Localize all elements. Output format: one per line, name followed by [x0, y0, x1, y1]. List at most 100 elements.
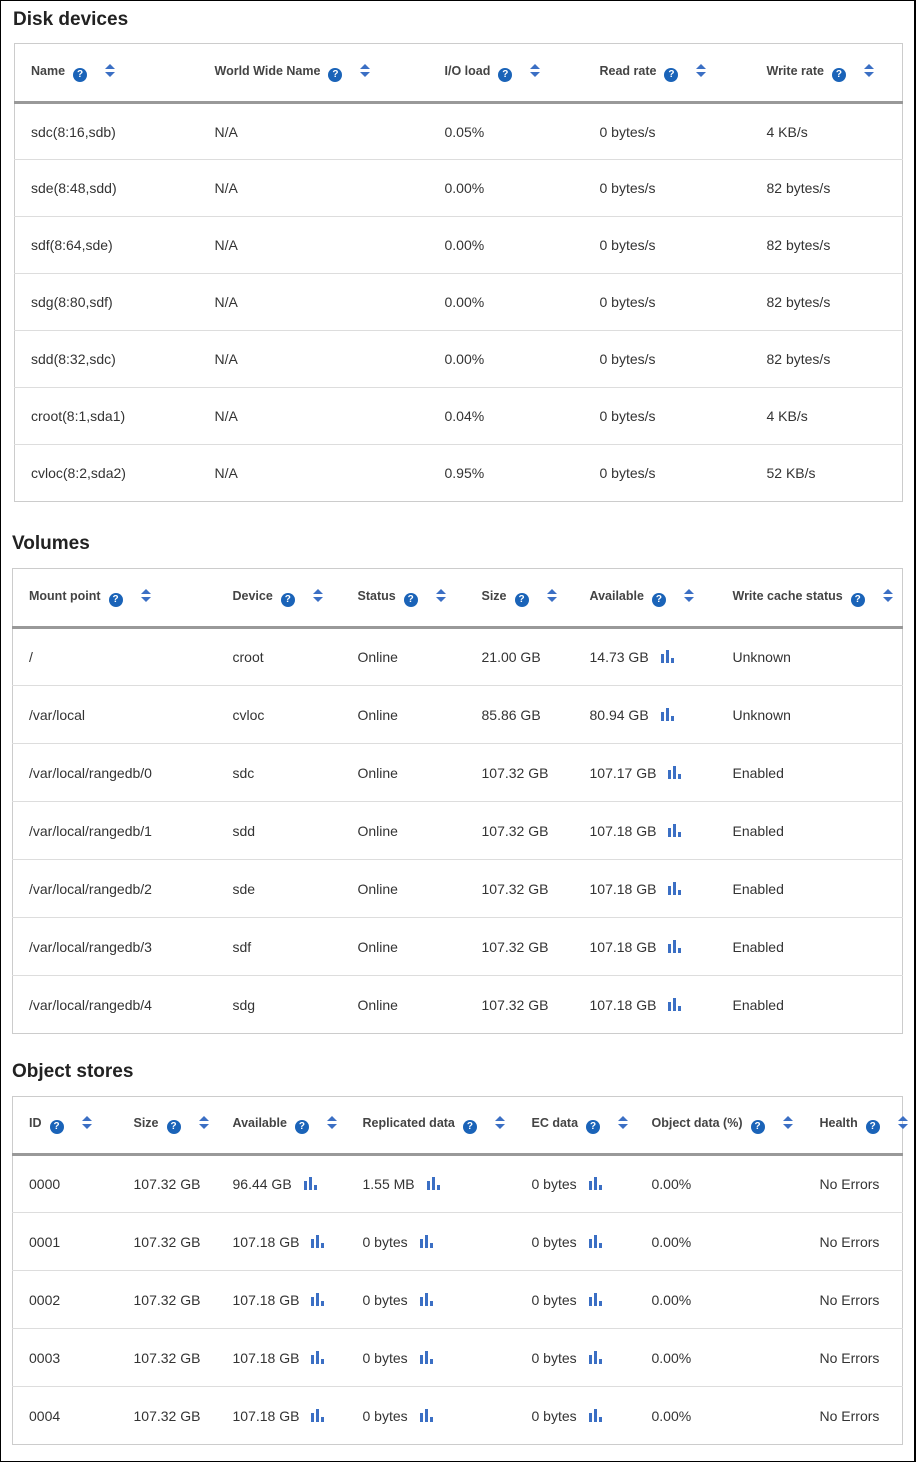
question-circle-icon[interactable]: ?: [514, 592, 529, 607]
column-header-label: Status: [357, 588, 396, 603]
column-header[interactable]: Health?: [803, 1096, 908, 1156]
bar-chart-icon[interactable]: [419, 1292, 434, 1306]
column-header[interactable]: Available?: [216, 1096, 347, 1156]
column-header[interactable]: Read rate?: [583, 43, 751, 104]
column-header[interactable]: Available?: [573, 568, 717, 629]
column-header[interactable]: Size?: [465, 568, 574, 629]
cell-value: 0.05%: [444, 123, 485, 140]
question-circle-icon[interactable]: ?: [294, 1120, 309, 1134]
bar-chart-icon[interactable]: [311, 1408, 325, 1422]
table-row: / croot Online 21.00 GB 14.73 GB Unknown: [12, 627, 903, 686]
column-header-label: EC data: [531, 1116, 579, 1130]
question-circle-icon[interactable]: ?: [750, 1120, 765, 1134]
table-cell: 0 bytes: [346, 1328, 516, 1387]
bar-chart-icon[interactable]: [660, 707, 675, 721]
bar-chart-icon[interactable]: [419, 1234, 434, 1248]
sort-icon[interactable]: [494, 1116, 505, 1129]
column-header[interactable]: Device?: [216, 568, 342, 629]
sort-icon[interactable]: [683, 588, 694, 602]
question-circle-icon[interactable]: ?: [865, 1120, 880, 1134]
table-cell: sdf(8:64,sde): [14, 216, 199, 274]
sort-icon[interactable]: [105, 63, 116, 77]
table-cell: /var/local/rangedb/4: [12, 975, 217, 1034]
column-header[interactable]: Replicated data?: [346, 1096, 516, 1156]
question-circle-icon[interactable]: ?: [108, 592, 123, 607]
column-header[interactable]: Name?: [14, 43, 199, 104]
cell-value: 0 bytes/s: [599, 294, 656, 310]
bar-chart-icon[interactable]: [588, 1350, 603, 1364]
question-circle-icon[interactable]: ?: [498, 67, 513, 82]
sort-icon[interactable]: [696, 63, 707, 77]
sort-icon[interactable]: [81, 1116, 92, 1129]
cell-value: 107.18 GB: [232, 1233, 300, 1250]
object-stores-table: ID? Size? Available? Replicated data? EC dat…: [12, 1096, 908, 1445]
bar-chart-icon[interactable]: [588, 1292, 603, 1306]
question-circle-icon[interactable]: ?: [651, 592, 666, 607]
sort-icon[interactable]: [897, 1116, 908, 1129]
bar-chart-icon[interactable]: [311, 1350, 325, 1364]
cell-value: 0 bytes: [531, 1349, 577, 1366]
sort-icon[interactable]: [312, 588, 323, 602]
sort-icon[interactable]: [326, 1116, 337, 1129]
column-header[interactable]: Write rate?: [750, 43, 903, 104]
sort-icon[interactable]: [618, 1116, 629, 1129]
cell-value: 0 bytes: [362, 1407, 408, 1424]
question-circle-icon[interactable]: ?: [586, 1120, 601, 1134]
bar-chart-icon[interactable]: [668, 823, 682, 837]
bar-chart-icon[interactable]: [311, 1292, 325, 1306]
bar-chart-icon[interactable]: [588, 1234, 603, 1248]
sort-icon[interactable]: [435, 588, 446, 602]
sort-icon[interactable]: [360, 63, 371, 77]
question-circle-icon[interactable]: ?: [280, 592, 295, 607]
cell-value: 0003: [29, 1349, 61, 1366]
question-circle-icon[interactable]: ?: [166, 1120, 181, 1134]
column-header[interactable]: Object data (%)?: [635, 1096, 804, 1156]
cell-value: Online: [357, 649, 398, 665]
cell-value: 0.00%: [444, 180, 485, 196]
column-header[interactable]: World Wide Name?: [198, 43, 429, 104]
bar-chart-icon[interactable]: [660, 650, 675, 663]
table-row: cvloc(8:2,sda2) N/A 0.95% 0 bytes/s 52 KB/s: [14, 444, 903, 502]
bar-chart-icon[interactable]: [668, 765, 682, 779]
question-circle-icon[interactable]: ?: [462, 1120, 477, 1134]
question-circle-icon[interactable]: ?: [831, 67, 846, 82]
bar-chart-icon[interactable]: [668, 881, 682, 895]
sort-icon[interactable]: [782, 1116, 793, 1129]
column-header[interactable]: Write cache status?: [716, 568, 903, 629]
question-circle-icon[interactable]: ?: [403, 592, 418, 607]
sort-icon[interactable]: [882, 588, 893, 602]
question-circle-icon[interactable]: ?: [49, 1120, 64, 1134]
column-header[interactable]: I/O load?: [428, 43, 584, 104]
question-circle-icon[interactable]: ?: [850, 592, 865, 607]
bar-chart-icon[interactable]: [426, 1177, 441, 1190]
table-cell: Unknown: [716, 685, 903, 744]
sort-icon[interactable]: [530, 63, 541, 77]
sort-icon[interactable]: [198, 1116, 209, 1129]
sort-icon[interactable]: [863, 63, 874, 77]
bar-chart-icon[interactable]: [419, 1350, 434, 1364]
bar-chart-icon[interactable]: [668, 997, 682, 1011]
table-cell: 107.18 GB: [573, 801, 717, 860]
cell-value: 82 bytes/s: [766, 180, 831, 196]
column-header[interactable]: Status?: [341, 568, 466, 629]
cell-value: Enabled: [732, 938, 784, 955]
column-header[interactable]: EC data?: [515, 1096, 636, 1156]
question-circle-icon[interactable]: ?: [664, 67, 679, 82]
bar-chart-icon[interactable]: [588, 1408, 603, 1422]
sort-icon[interactable]: [546, 588, 557, 602]
column-header[interactable]: Mount point?: [12, 568, 217, 629]
bar-chart-icon[interactable]: [303, 1177, 318, 1190]
column-header[interactable]: Size?: [117, 1096, 217, 1156]
bar-chart-icon[interactable]: [588, 1177, 603, 1190]
table-cell: N/A: [198, 330, 429, 388]
bar-chart-icon[interactable]: [311, 1234, 325, 1248]
table-cell: 21.00 GB: [465, 627, 574, 686]
bar-chart-icon[interactable]: [419, 1408, 434, 1422]
cell-value: 0.00%: [651, 1176, 692, 1192]
question-circle-icon[interactable]: ?: [73, 67, 88, 82]
cell-value: croot: [232, 649, 264, 665]
question-circle-icon[interactable]: ?: [328, 67, 343, 82]
sort-icon[interactable]: [140, 588, 151, 602]
column-header[interactable]: ID?: [12, 1096, 118, 1156]
bar-chart-icon[interactable]: [668, 939, 682, 953]
